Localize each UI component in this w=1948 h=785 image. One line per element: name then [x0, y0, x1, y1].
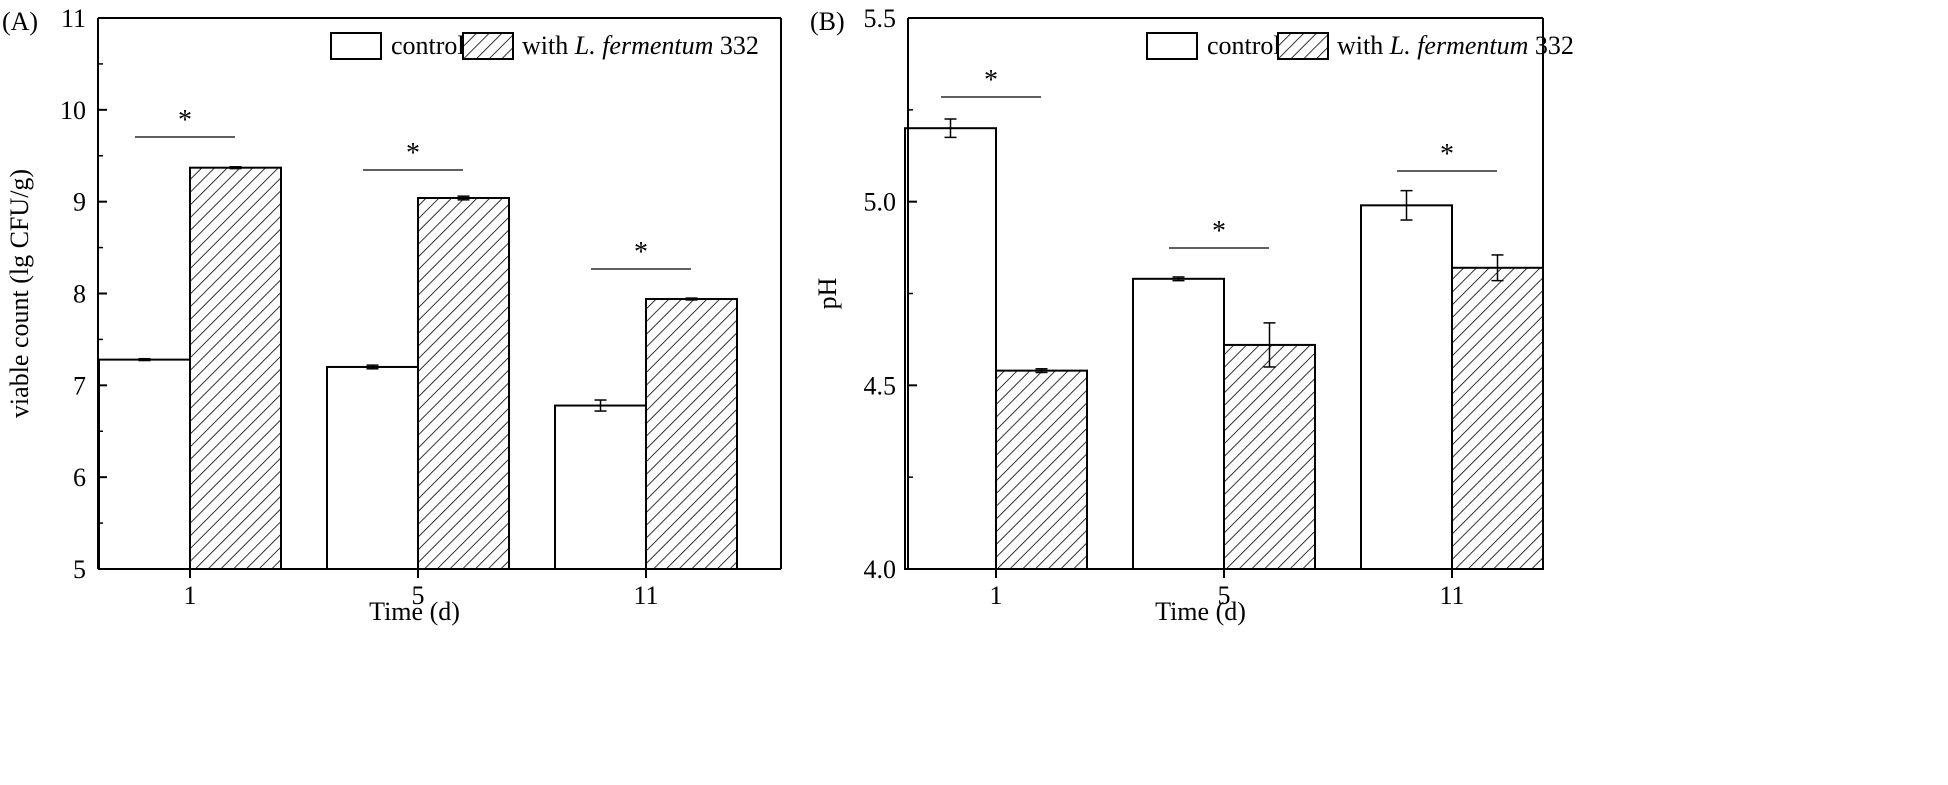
panel-label: (B) — [810, 7, 845, 36]
x-axis-title: Time (d) — [1155, 597, 1246, 626]
y-tick-label: 5.0 — [864, 188, 897, 217]
legend-label-strain: 332 — [1528, 31, 1574, 60]
bar-control-day-11 — [1360, 204, 1453, 570]
y-tick-label: 10 — [60, 96, 86, 125]
bar-control-day-1 — [98, 358, 191, 570]
legend-label-control: control — [1207, 31, 1281, 60]
legend-swatch-control — [1146, 32, 1198, 60]
y-axis-title: pH — [813, 277, 842, 309]
y-tick-label: 4.0 — [864, 555, 897, 584]
legend-label-prefix: with — [522, 31, 575, 60]
y-tick-label: 5 — [73, 555, 86, 584]
bar-fermentum-day-5 — [1223, 343, 1316, 570]
x-tick-label: 5 — [412, 581, 425, 610]
y-tick-label: 6 — [73, 463, 86, 492]
x-tick-label: 5 — [1218, 581, 1231, 610]
x-tick-label: 11 — [633, 581, 658, 610]
bar-control-day-1 — [904, 127, 997, 570]
significance-star: * — [178, 105, 192, 136]
legend-label-species: L. fermentum — [1389, 31, 1529, 60]
legend-label-control: control — [391, 31, 465, 60]
bar-fermentum-day-1 — [189, 166, 282, 571]
legend-label-prefix: with — [1337, 31, 1390, 60]
y-tick-label: 11 — [61, 4, 86, 33]
x-tick-label: 11 — [1439, 581, 1464, 610]
legend-label-fermentum: with L. fermentum 332 — [1337, 31, 1574, 60]
legend-label-strain: 332 — [713, 31, 759, 60]
legend-swatch-control — [330, 32, 382, 60]
x-axis-title: Time (d) — [369, 597, 460, 626]
y-tick-label: 9 — [73, 188, 86, 217]
bar-fermentum-day-1 — [995, 369, 1088, 571]
y-axis-title: viable count (lg CFU/g) — [5, 169, 34, 418]
bar-control-day-5 — [1132, 277, 1225, 570]
bar-control-day-5 — [326, 365, 419, 571]
y-tick-label: 5.5 — [864, 4, 897, 33]
legend-label-fermentum: with L. fermentum 332 — [522, 31, 759, 60]
y-tick-label: 7 — [73, 371, 86, 400]
bar-control-day-11 — [554, 404, 647, 570]
significance-star: * — [406, 138, 420, 169]
x-tick-label: 1 — [990, 581, 1003, 610]
significance-star: * — [1212, 216, 1226, 247]
significance-star: * — [984, 65, 998, 96]
bar-fermentum-day-11 — [645, 298, 738, 570]
significance-star: * — [1440, 139, 1454, 170]
bar-fermentum-day-5 — [417, 196, 510, 570]
legend-label-species: L. fermentum — [574, 31, 714, 60]
x-tick-label: 1 — [184, 581, 197, 610]
y-tick-label: 8 — [73, 280, 86, 309]
significance-star: * — [634, 237, 648, 268]
y-tick-label: 4.5 — [864, 371, 897, 400]
panel-label: (A) — [2, 7, 38, 36]
bar-fermentum-day-11 — [1451, 266, 1544, 570]
legend-swatch-fermentum — [462, 32, 514, 60]
legend-swatch-fermentum — [1277, 32, 1329, 60]
